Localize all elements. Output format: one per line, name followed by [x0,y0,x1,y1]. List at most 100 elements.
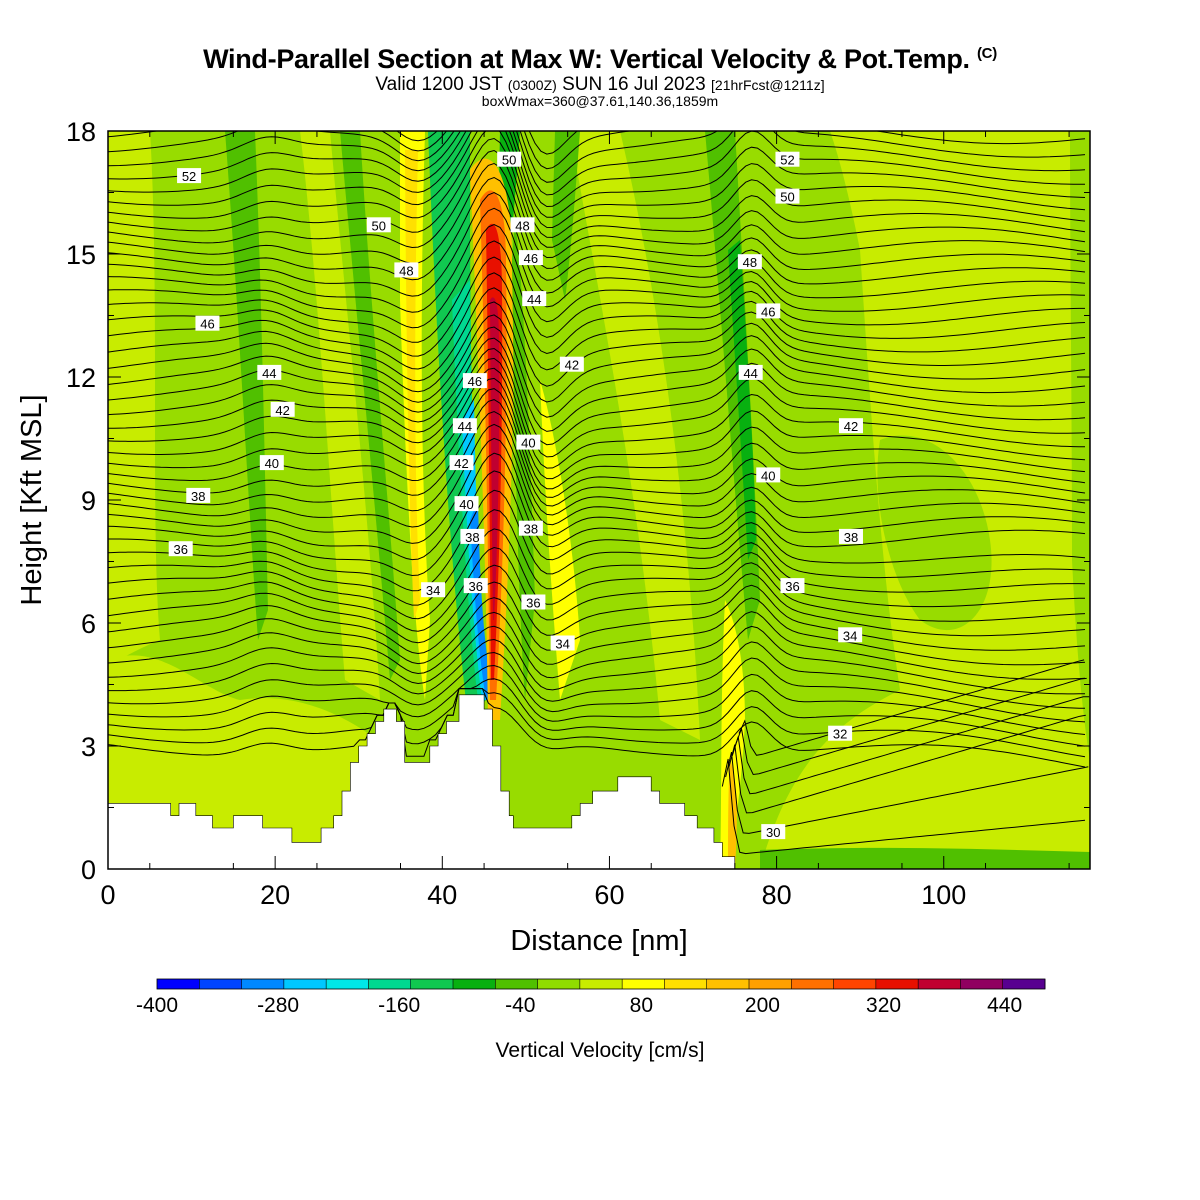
contour-label: 34 [838,627,863,643]
contour-label-text: 50 [502,153,516,168]
contour-label-bg [838,627,863,643]
colorbar-tick-label: -280 [257,994,299,1017]
contour-label-text: 42 [454,456,468,471]
contour-label-bg [756,303,781,319]
colorbar-title: Vertical Velocity [cm/s] [496,1039,705,1062]
y-tick-label: 15 [66,240,96,270]
isentrope-line [108,223,1086,329]
contour-label: 50 [366,217,391,233]
colorbar-swatch [960,979,1004,989]
field-updraft-main-peak [490,297,500,620]
isentrope-line [108,337,1086,446]
contour-label: 40 [454,496,479,512]
contour-label-bg [421,582,446,598]
isentrope-line [108,131,1086,229]
x-axis-title: Distance [nm] [510,925,687,957]
contour-label-bg [838,528,863,544]
isentrope-line [108,367,1086,480]
isentrope-line-low [725,751,1089,834]
isentrope-line [108,688,1086,768]
isentrope-line [108,131,1086,218]
contour-label: 42 [449,455,474,471]
field-light-left-col [108,131,160,665]
isentrope-line [108,240,1085,343]
isentrope-line [108,149,1086,259]
colorbar-tick-label: 200 [745,994,780,1017]
contour-label-bg [761,824,786,840]
isentrope-line [108,470,1086,577]
contour-label: 48 [510,217,535,233]
contour-label-bg [756,467,781,483]
isentropes [108,131,1090,855]
contour-label-text: 52 [182,169,196,184]
colorbar-swatch [579,979,623,989]
contour-label-text: 32 [833,727,847,742]
contour-label-text: 44 [743,366,757,381]
contour-label-text: 46 [761,304,775,319]
contour-label: 34 [550,635,575,652]
contour-label-text: 38 [191,489,205,504]
contour-label-text: 44 [262,366,276,381]
contour-label: 44 [452,418,477,434]
isentrope-line [108,301,1086,403]
isentrope-line-low [731,696,1090,795]
colorbar-frame [156,978,1046,990]
colorbar-tick-label: 80 [630,994,653,1017]
field-downdraft-right-plume [512,220,535,700]
field-downdraft-upper-right [552,131,580,300]
contour-label: 32 [828,725,853,742]
contour-label-text: 38 [524,522,538,537]
isentrope-line [108,131,1086,183]
field-low-strip [760,847,1090,869]
isentrope-line [108,410,1086,516]
contour-label-bg [828,725,853,741]
isentrope-line-low [721,758,1086,855]
contour-label-bg [522,291,547,307]
field-updraft-right-plume [540,380,580,700]
isentrope-line-low [738,659,1085,756]
x-tick-label: 80 [762,880,792,910]
contour-label-text: 50 [780,190,794,205]
contour-label-bg [449,455,474,471]
colorbar-swatch [706,979,750,989]
colorbar-swatch [157,979,200,989]
contour-label-bg [259,455,284,471]
contour-label: 40 [516,434,541,451]
contour-label-bg [780,578,805,594]
contour-label-text: 46 [200,317,214,332]
isentrope-line [108,564,1086,644]
contour-label: 42 [270,401,295,418]
isentrope-line [108,256,1086,357]
contour-label: 48 [737,254,762,270]
contour-label: 42 [559,356,584,373]
isentrope-line [108,678,1086,747]
contour-label-text: 40 [521,436,535,451]
isentrope-line-low [735,677,1087,776]
contour-label: 36 [780,578,805,594]
y-tick-label: 18 [66,117,96,147]
contour-label-text: 38 [465,530,479,545]
contour-label-text: 48 [399,263,413,278]
contour-label: 50 [775,188,800,205]
contour-label: 30 [761,824,786,840]
y-tick-label: 12 [66,363,96,393]
contour-label-text: 42 [275,403,289,418]
x-tick-label: 0 [100,880,115,910]
contour-label-text: 52 [780,153,794,168]
contour-label: 36 [463,578,488,594]
isentrope-line [108,377,1086,490]
contour-label-bg [521,594,546,610]
x-tick-label: 100 [921,880,966,910]
contour-label: 34 [421,582,446,598]
isentrope-line [108,625,1086,695]
chart-title: Wind-Parallel Section at Max W: Vertical… [203,44,997,74]
contour-label-bg [738,364,763,380]
contour-label: 38 [838,528,863,545]
plot-area: 52 50 48 46 44 42 40 38 36 34 50 48 46 44 42 46 44 42 40 38… [108,131,1090,869]
isentrope-line [108,314,1086,418]
colorbar-swatch [368,979,412,989]
contour-label-bg [462,373,487,389]
contour-label-text: 34 [426,583,440,598]
